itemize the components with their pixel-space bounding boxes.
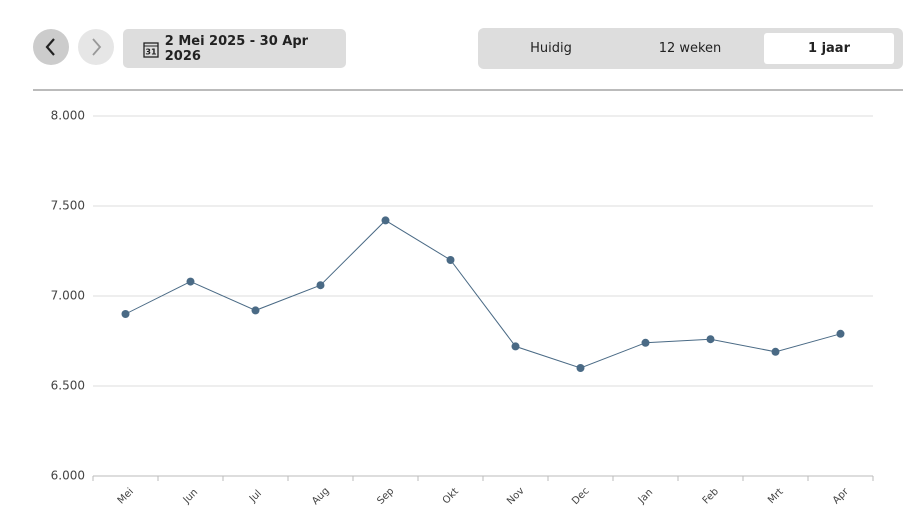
x-tick-label: Jul bbox=[247, 488, 264, 505]
data-line bbox=[125, 219, 841, 369]
data-point bbox=[641, 338, 650, 347]
range-tab[interactable]: 12 weken bbox=[658, 41, 722, 56]
data-point bbox=[836, 329, 845, 338]
x-tick-label: Sep bbox=[375, 486, 396, 507]
y-tick-label: 7.500 bbox=[51, 199, 85, 213]
data-point bbox=[446, 256, 455, 264]
forward-button[interactable] bbox=[78, 29, 114, 65]
date-range: 2 Mei 2025 - 30 Apr 2026 bbox=[164, 33, 309, 64]
y-tick-label: 6.000 bbox=[51, 469, 85, 483]
range-tab[interactable]: Huidig bbox=[530, 41, 572, 56]
data-point bbox=[576, 364, 585, 372]
back-button[interactable] bbox=[33, 29, 69, 65]
x-tick-label: Mei bbox=[116, 486, 136, 506]
data-point bbox=[121, 310, 130, 318]
date-range-button[interactable]: 31 2 Mei 2025 - 30 Apr 2026 bbox=[123, 29, 346, 68]
data-point bbox=[771, 347, 780, 356]
y-tick-label: 7.000 bbox=[51, 289, 85, 303]
data-point bbox=[251, 306, 260, 315]
data-point bbox=[186, 277, 195, 286]
range-selector: Huidig 12 weken 1 jaar bbox=[478, 28, 903, 69]
y-tick-label: 6.500 bbox=[51, 379, 85, 393]
data-point bbox=[511, 342, 520, 351]
y-tick-label: 8.000 bbox=[51, 109, 85, 123]
x-tick-label: Jun bbox=[181, 487, 201, 507]
x-tick-label: Apr bbox=[831, 486, 852, 507]
x-tick-label: Okt bbox=[441, 486, 461, 506]
range-tab[interactable]: 1 jaar bbox=[764, 33, 894, 64]
x-tick-label: Jan bbox=[636, 487, 655, 506]
data-point bbox=[316, 281, 325, 290]
x-tick-label: Aug bbox=[310, 486, 332, 508]
x-tick-label: Dec bbox=[570, 486, 591, 507]
data-point bbox=[381, 216, 390, 225]
forward-icon bbox=[92, 38, 102, 56]
x-tick-label: Nov bbox=[505, 486, 527, 508]
calendar-icon: 31 bbox=[143, 41, 159, 58]
calendar-day: 31 bbox=[145, 47, 157, 56]
x-tick-label: Feb bbox=[701, 486, 721, 506]
header-divider bbox=[33, 89, 903, 91]
data-point bbox=[706, 335, 715, 344]
x-tick-label: Mrt bbox=[766, 487, 786, 507]
back-icon bbox=[45, 38, 55, 56]
